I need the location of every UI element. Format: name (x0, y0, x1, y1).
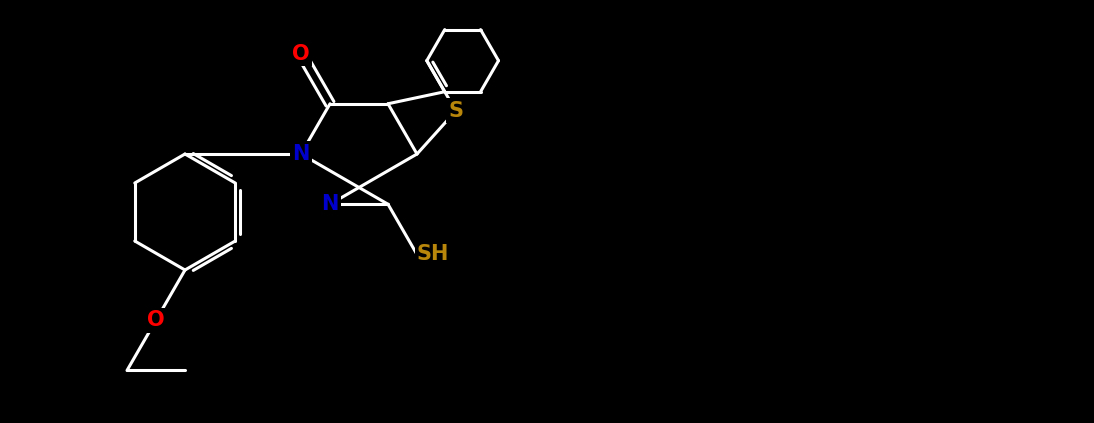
Text: O: O (148, 310, 165, 330)
Text: N: N (292, 144, 310, 164)
Text: N: N (322, 194, 339, 214)
Text: S: S (449, 101, 464, 121)
Text: SH: SH (417, 244, 450, 264)
Text: O: O (292, 44, 310, 63)
